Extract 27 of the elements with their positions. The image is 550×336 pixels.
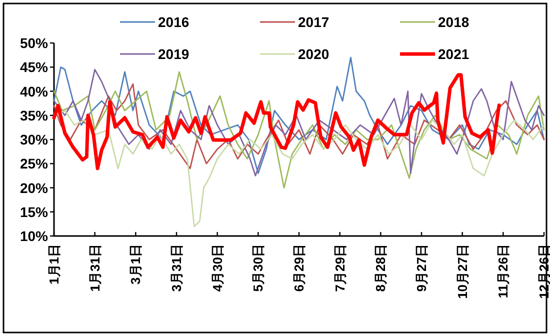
legend-label: 2021 (438, 46, 470, 62)
x-tick-label: 3月31日 (169, 244, 184, 292)
x-tick-label: 1月31日 (87, 244, 102, 292)
x-tick-label: 7月29日 (332, 244, 348, 292)
y-tick-label: 35% (20, 107, 49, 124)
legend-label: 2018 (438, 14, 470, 30)
x-tick-label: 8月28日 (373, 244, 388, 292)
x-tick-label: 1月1日 (46, 244, 62, 284)
y-tick-label: 25% (20, 156, 49, 172)
x-tick-label: 3月1日 (128, 244, 144, 284)
y-tick-label: 20% (20, 180, 49, 196)
legend-label: 2016 (158, 14, 190, 30)
x-tick-label: 11月26日 (496, 244, 511, 298)
x-tick-label: 10月27日 (454, 244, 470, 299)
y-tick-label: 30% (20, 132, 49, 148)
y-tick-label: 50% (20, 35, 49, 51)
x-tick-label: 9月27日 (414, 244, 429, 292)
x-tick-label: 4月30日 (210, 244, 225, 292)
legend-label: 2017 (298, 14, 330, 30)
legend-label: 2019 (158, 46, 190, 62)
y-tick-label: 10% (20, 228, 49, 244)
y-tick-label: 15% (20, 204, 49, 220)
x-tick-label: 5月30日 (250, 244, 266, 292)
x-tick-label: 6月29日 (292, 244, 306, 292)
legend-label: 2020 (298, 46, 330, 62)
y-tick-label: 40% (20, 83, 49, 100)
y-tick-label: 45% (20, 59, 49, 76)
